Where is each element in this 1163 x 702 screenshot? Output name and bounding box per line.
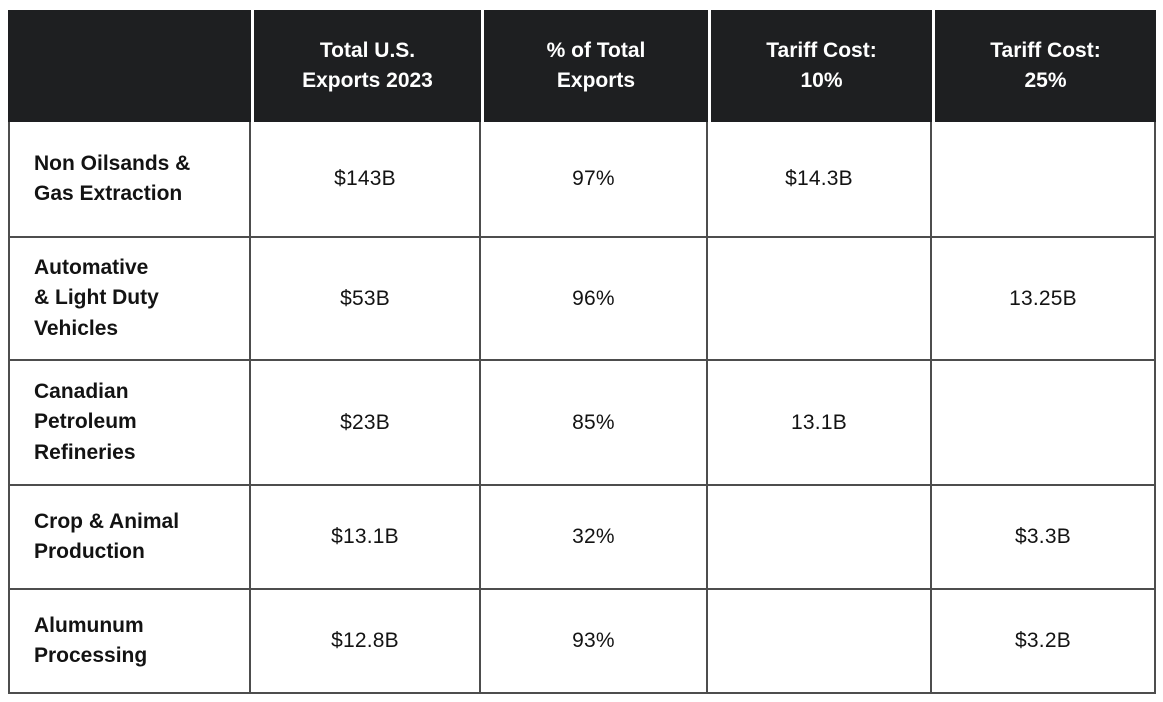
cell-total-exports: $53B [251, 238, 481, 361]
header-row: Total U.S. Exports 2023 % of Total Expor… [8, 10, 1156, 122]
cell-pct-of-total: 96% [481, 238, 708, 361]
table-row: Canadian Petroleum Refineries $23B 85% 1… [8, 361, 1156, 486]
cell-tariff-10 [708, 590, 932, 694]
row-label: Automative & Light Duty Vehicles [8, 238, 251, 361]
cell-total-exports: $13.1B [251, 486, 481, 590]
header-tariff-25: Tariff Cost: 25% [932, 10, 1156, 122]
table-header: Total U.S. Exports 2023 % of Total Expor… [8, 10, 1156, 122]
cell-tariff-10: $14.3B [708, 122, 932, 238]
header-total-exports: Total U.S. Exports 2023 [251, 10, 481, 122]
table-row: Non Oilsands & Gas Extraction $143B 97% … [8, 122, 1156, 238]
row-label: Crop & Animal Production [8, 486, 251, 590]
cell-tariff-25 [932, 361, 1156, 486]
table-body: Non Oilsands & Gas Extraction $143B 97% … [8, 122, 1156, 694]
corner-header-cell [8, 10, 251, 122]
cell-pct-of-total: 97% [481, 122, 708, 238]
cell-pct-of-total: 32% [481, 486, 708, 590]
cell-tariff-10 [708, 238, 932, 361]
row-label: Alumunum Processing [8, 590, 251, 694]
cell-tariff-25: 13.25B [932, 238, 1156, 361]
cell-tariff-25: $3.3B [932, 486, 1156, 590]
cell-tariff-25: $3.2B [932, 590, 1156, 694]
table-row: Crop & Animal Production $13.1B 32% $3.3… [8, 486, 1156, 590]
cell-pct-of-total: 93% [481, 590, 708, 694]
row-label: Canadian Petroleum Refineries [8, 361, 251, 486]
cell-tariff-25 [932, 122, 1156, 238]
cell-tariff-10: 13.1B [708, 361, 932, 486]
cell-total-exports: $23B [251, 361, 481, 486]
cell-pct-of-total: 85% [481, 361, 708, 486]
cell-total-exports: $143B [251, 122, 481, 238]
header-tariff-10: Tariff Cost: 10% [708, 10, 932, 122]
cell-tariff-10 [708, 486, 932, 590]
tariff-cost-table-container: Total U.S. Exports 2023 % of Total Expor… [8, 10, 1156, 694]
tariff-cost-table: Total U.S. Exports 2023 % of Total Expor… [8, 10, 1156, 694]
row-label: Non Oilsands & Gas Extraction [8, 122, 251, 238]
table-row: Alumunum Processing $12.8B 93% $3.2B [8, 590, 1156, 694]
table-row: Automative & Light Duty Vehicles $53B 96… [8, 238, 1156, 361]
header-pct-of-total: % of Total Exports [481, 10, 708, 122]
cell-total-exports: $12.8B [251, 590, 481, 694]
